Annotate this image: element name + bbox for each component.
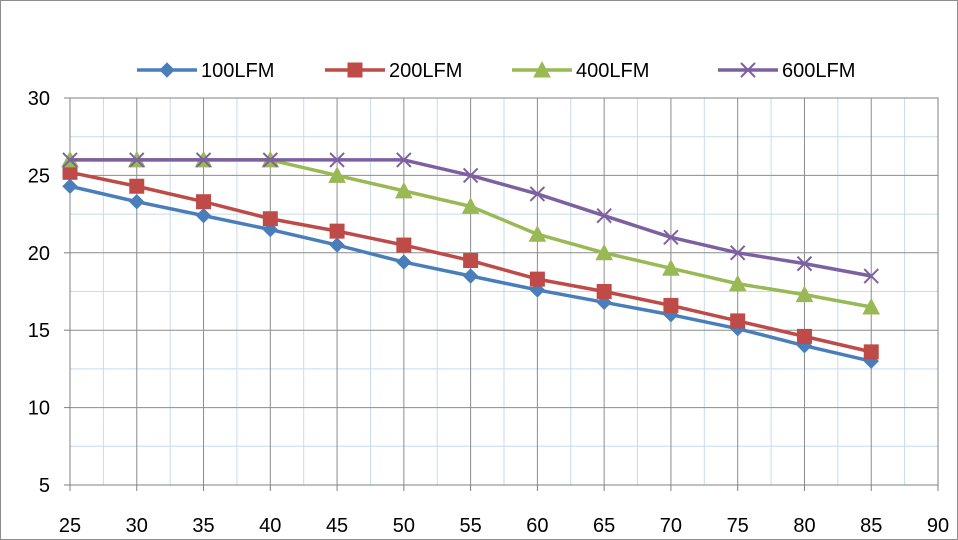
data-point-600lfm [462, 167, 479, 184]
data-point-600lfm [262, 152, 279, 168]
legend-label: 200LFM [389, 60, 462, 82]
data-point-100lfm [129, 194, 145, 210]
x-tick-label: 80 [793, 515, 815, 537]
data-point-600lfm [396, 152, 412, 168]
data-point-200lfm [329, 223, 345, 239]
x-tick-label: 45 [326, 515, 348, 537]
data-point-600lfm [329, 152, 345, 168]
data-point-200lfm [396, 237, 412, 253]
data-point-200lfm [863, 344, 879, 360]
data-point-200lfm [463, 253, 479, 269]
x-tick-label: 30 [126, 515, 148, 537]
data-point-200lfm [596, 284, 612, 299]
x-tick-label: 50 [393, 515, 415, 537]
y-axis-ticks: 5 10 15 20 25 30 [28, 88, 70, 497]
series-600lfm [62, 152, 879, 284]
x-tick-label: 75 [727, 515, 749, 537]
data-point-400lfm [662, 259, 680, 276]
data-point-600lfm [195, 152, 212, 168]
data-point-600lfm [596, 207, 612, 224]
data-point-400lfm [862, 297, 881, 315]
x-tick-label: 40 [259, 515, 281, 537]
legend: 100LFM 200LFM 400LFM 600LFM [137, 60, 855, 82]
y-tick-label: 5 [39, 475, 50, 497]
data-point-400lfm [328, 166, 346, 183]
legend-label: 600LFM [782, 60, 855, 82]
x-tick-label: 85 [860, 515, 882, 537]
data-point-400lfm [595, 243, 613, 261]
data-point-200lfm [196, 194, 212, 210]
legend-item-200lfm: 200LFM [325, 60, 462, 82]
data-point-400lfm [461, 197, 480, 214]
data-point-400lfm [728, 274, 747, 292]
series-layer [61, 150, 881, 369]
data-point-400lfm [395, 181, 413, 199]
series-200lfm [62, 164, 879, 360]
data-point-600lfm [863, 268, 879, 284]
y-tick-label: 30 [28, 88, 50, 110]
legend-item-100lfm: 100LFM [137, 60, 274, 82]
x-tick-label: 90 [927, 515, 949, 537]
data-point-200lfm [796, 328, 812, 344]
x-tick-label: 25 [59, 515, 81, 537]
data-point-100lfm [62, 178, 78, 194]
y-tick-label: 15 [28, 320, 50, 342]
legend-marker [740, 62, 756, 78]
data-point-100lfm [329, 237, 345, 253]
data-point-400lfm [528, 225, 547, 242]
data-point-400lfm [795, 285, 814, 303]
x-tick-label: 35 [192, 515, 214, 537]
data-point-100lfm [462, 268, 479, 284]
data-point-200lfm [663, 297, 679, 313]
legend-item-400lfm: 400LFM [512, 60, 649, 82]
x-tick-label: 70 [660, 515, 682, 537]
y-tick-label: 10 [28, 398, 50, 420]
legend-marker [159, 62, 175, 78]
data-point-200lfm [529, 271, 545, 287]
data-point-600lfm [796, 255, 813, 272]
x-tick-label: 65 [593, 515, 615, 537]
data-point-600lfm [129, 152, 145, 168]
legend-marker [347, 62, 363, 78]
x-tick-label: 60 [526, 515, 548, 537]
legend-marker [533, 60, 551, 78]
data-point-200lfm [262, 211, 278, 227]
data-point-100lfm [195, 207, 212, 224]
x-axis-ticks: 25 30 35 40 45 50 55 60 65 70 75 80 85 90 [59, 485, 949, 537]
data-point-600lfm [529, 186, 546, 202]
data-point-100lfm [396, 254, 412, 270]
y-tick-label: 25 [28, 165, 50, 187]
data-point-200lfm [730, 313, 746, 329]
data-point-600lfm [663, 229, 679, 246]
data-point-600lfm [729, 245, 746, 261]
plot-area [69, 97, 939, 486]
y-tick-label: 20 [28, 243, 50, 265]
x-tick-label: 55 [459, 515, 481, 537]
data-point-600lfm [62, 152, 78, 168]
legend-label: 400LFM [576, 60, 649, 82]
legend-item-600lfm: 600LFM [718, 60, 855, 82]
legend-label: 100LFM [201, 60, 274, 82]
data-point-200lfm [129, 178, 145, 194]
minor-gridlines [70, 98, 938, 485]
